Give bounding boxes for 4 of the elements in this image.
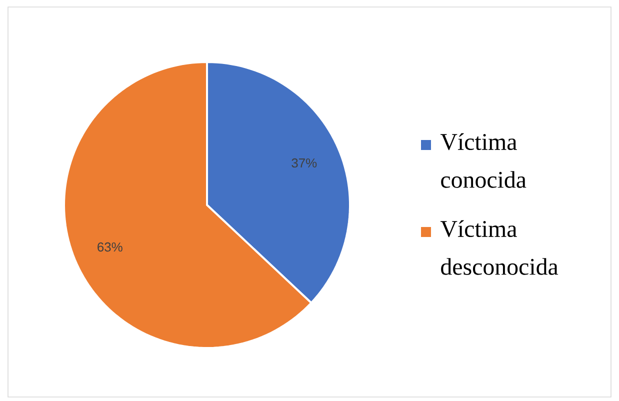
data-label: 63% [98,242,122,252]
legend-label: Víctima conocida [440,133,526,188]
data-label: 37% [292,158,317,168]
legend-label: Víctima desconocida [440,220,558,275]
